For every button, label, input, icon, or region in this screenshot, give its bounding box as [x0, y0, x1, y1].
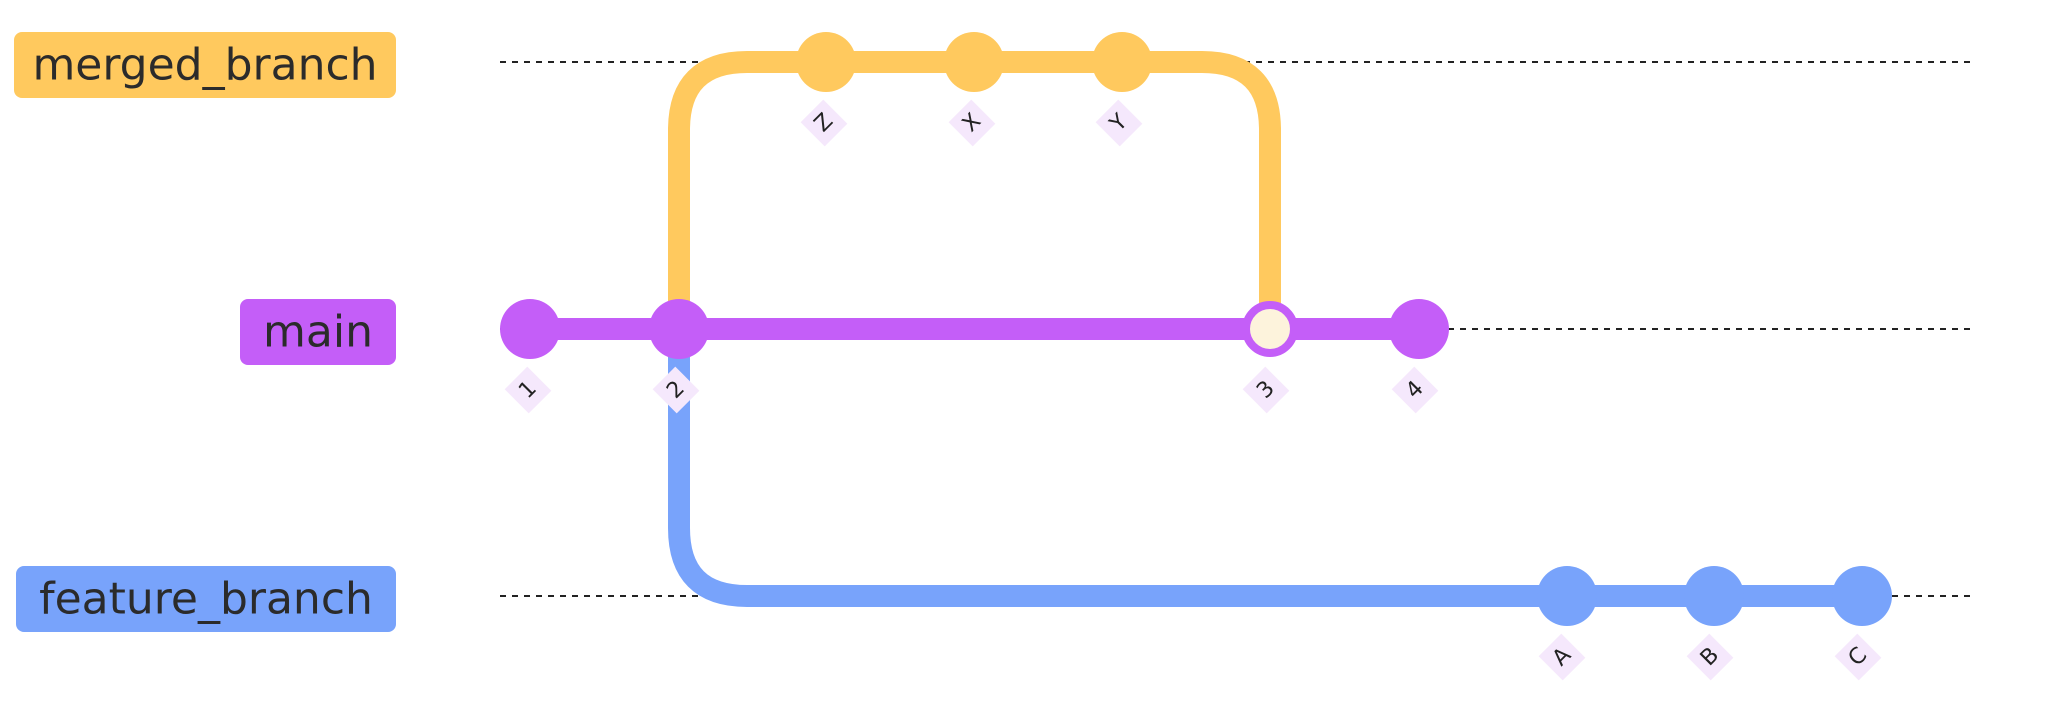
branch-label-merged-branch[interactable]: merged_branch	[14, 32, 396, 98]
merged-branch-path	[668, 51, 1281, 340]
branch-paths	[519, 51, 1873, 607]
commit-label-4: 4	[1391, 366, 1439, 414]
commit-Z-node[interactable]	[796, 32, 856, 92]
commit-2-node[interactable]	[649, 299, 709, 359]
branch-label-merged-branch-text: merged_branch	[32, 40, 377, 91]
commit-C-node[interactable]	[1832, 566, 1892, 626]
commit-A-node[interactable]	[1537, 566, 1597, 626]
commit-Y-node[interactable]	[1092, 32, 1152, 92]
commit-label-X: X	[948, 99, 996, 147]
branch-label-feature-branch-text: feature_branch	[39, 574, 373, 625]
commit-4-node[interactable]	[1389, 299, 1449, 359]
commit-label-2: 2	[652, 366, 700, 414]
commit-B-node[interactable]	[1684, 566, 1744, 626]
commit-label-B: B	[1686, 633, 1734, 681]
commit-1-node[interactable]	[500, 299, 560, 359]
branch-label-main[interactable]: main	[240, 299, 396, 365]
commit-label-Y: Y	[1095, 99, 1143, 147]
branch-label-main-text: main	[263, 307, 373, 358]
commit-label-1: 1	[504, 366, 552, 414]
branch-label-feature-branch[interactable]: feature_branch	[16, 566, 396, 632]
commit-nodes	[500, 32, 1892, 626]
commit-label-C: C	[1834, 633, 1882, 681]
commit-label-A: A	[1538, 633, 1586, 681]
commit-label-3: 3	[1242, 366, 1290, 414]
commit-labels: 1 2 Z X Y 3 4 A	[504, 99, 1882, 681]
commit-X-node[interactable]	[944, 32, 1004, 92]
branch-labels: merged_branch main feature_branch	[14, 32, 396, 632]
feature-branch-path	[668, 318, 1873, 607]
commit-label-Z: Z	[800, 99, 848, 147]
commit-3-merge-node[interactable]	[1242, 301, 1298, 357]
